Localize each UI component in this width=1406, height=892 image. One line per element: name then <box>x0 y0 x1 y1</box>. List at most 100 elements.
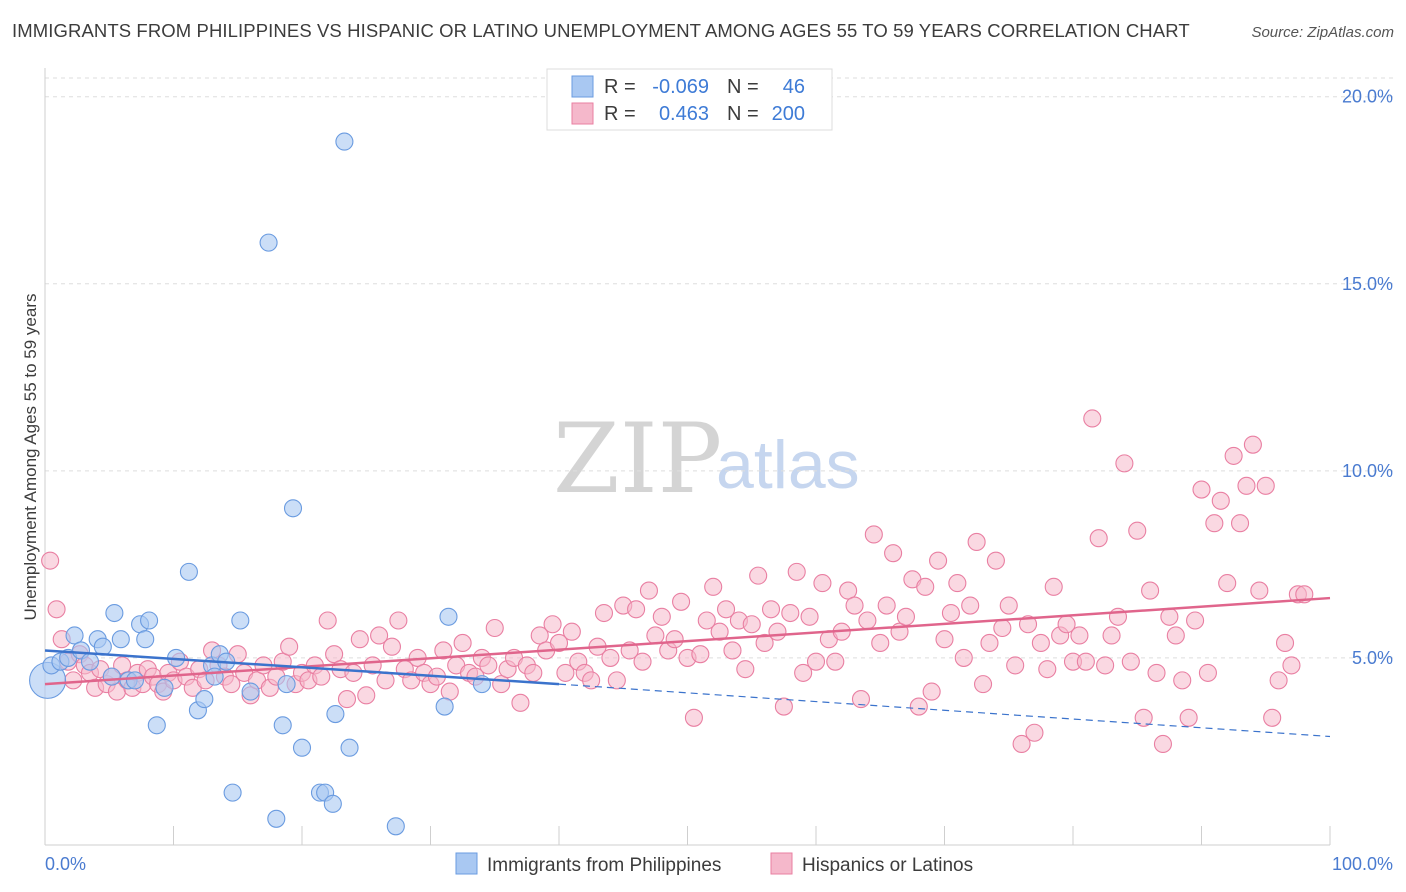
hispanics-point <box>845 596 864 615</box>
hispanics-point <box>1121 652 1140 671</box>
hispanics-point <box>761 600 781 619</box>
hispanics-point <box>524 663 543 682</box>
hispanics-point <box>884 544 903 563</box>
hispanics-point <box>1237 476 1256 495</box>
hispanics-point <box>691 645 710 664</box>
hispanics-point <box>1269 671 1288 690</box>
x-tick-label-max: 100.0% <box>1332 854 1393 874</box>
bottom-legend-label-hispanics: Hispanics or Latinos <box>802 855 973 876</box>
hispanics-point <box>646 626 665 645</box>
hispanics-point <box>1256 476 1275 495</box>
hispanics-point <box>222 675 241 694</box>
philippines-point <box>267 809 286 828</box>
legend-r-label-2: R = <box>604 103 636 125</box>
hispanics-point <box>350 630 369 649</box>
hispanics-point <box>1128 521 1147 540</box>
hispanics-point <box>530 626 549 645</box>
legend-n-value-1: 46 <box>783 76 805 98</box>
hispanics-point <box>858 611 877 630</box>
y-tick-labels: 5.0% 10.0% 15.0% 20.0% <box>1342 87 1393 668</box>
y-tick-label: 20.0% <box>1342 87 1393 107</box>
philippines-point <box>136 630 155 649</box>
philippines-point <box>155 678 174 697</box>
legend-n-label-2: N = <box>727 103 759 125</box>
hispanics-point <box>1076 652 1095 671</box>
hispanics-point <box>948 574 967 593</box>
philippines-point <box>125 671 144 690</box>
philippines-point <box>335 132 354 151</box>
legend-box: R = -0.069 N = 46 R = 0.463 N = 200 <box>546 68 833 131</box>
hispanics-point <box>922 682 941 701</box>
hispanics-point <box>479 656 498 675</box>
hispanics-point <box>1096 656 1115 675</box>
hispanics-point <box>1192 480 1211 499</box>
hispanics-point <box>1275 633 1295 653</box>
hispanics-point <box>41 551 60 570</box>
hispanics-point <box>485 618 504 638</box>
x-tick-marks <box>44 826 1331 845</box>
hispanics-point <box>704 577 723 596</box>
hispanics-point <box>440 682 459 701</box>
philippines-trend-line <box>44 649 560 686</box>
hispanics-point <box>627 600 646 619</box>
hispanics-point <box>1205 514 1224 533</box>
trend-lines <box>44 596 1331 738</box>
hispanics-point <box>768 622 787 641</box>
hispanics-point <box>877 596 896 615</box>
legend-n-value-2: 200 <box>772 103 805 125</box>
y-tick-label: 10.0% <box>1342 461 1393 481</box>
bottom-legend-swatch-philippines <box>455 852 478 875</box>
hispanics-point <box>1263 708 1282 727</box>
philippines-trend-extension <box>558 683 1331 738</box>
philippines-point <box>439 607 458 626</box>
philippines-point <box>140 611 159 630</box>
bottom-legend: Immigrants from Philippines Hispanics or… <box>455 852 973 876</box>
hispanics-point <box>633 652 652 671</box>
hispanics-point <box>562 622 581 641</box>
hispanics-point <box>999 596 1018 615</box>
philippines-point <box>386 817 405 836</box>
hispanics-point <box>941 603 960 623</box>
y-tick-label: 5.0% <box>1352 648 1393 668</box>
hispanics-point <box>1025 723 1044 742</box>
hispanics-point <box>1102 626 1121 645</box>
philippines-point <box>435 697 454 716</box>
hispanics-point <box>954 648 973 667</box>
philippines-point <box>80 652 100 671</box>
hispanics-point <box>813 574 832 593</box>
hispanics-point <box>1012 734 1031 754</box>
hispanics-point <box>453 633 472 653</box>
hispanics-point <box>851 690 871 709</box>
hispanics-point <box>710 622 729 641</box>
y-tick-label: 15.0% <box>1342 274 1393 294</box>
hispanics-point <box>543 615 562 634</box>
hispanics-point <box>736 660 755 679</box>
hispanics-point <box>1153 734 1172 754</box>
hispanics-point <box>1250 581 1269 600</box>
hispanics-point <box>1147 663 1166 682</box>
hispanics-point <box>1018 615 1038 634</box>
hispanics-point <box>787 562 806 581</box>
philippines-point <box>323 794 342 813</box>
hispanics-point <box>344 663 363 682</box>
hispanics-point <box>929 551 948 570</box>
legend-r-value-1: -0.069 <box>652 76 709 98</box>
watermark: ZIP atlas <box>553 403 860 515</box>
hispanics-point <box>1083 409 1102 428</box>
hispanics-point <box>607 671 626 690</box>
hispanics-point <box>672 592 691 611</box>
hispanics-point <box>781 603 800 623</box>
philippines-point <box>195 690 214 709</box>
philippines-point <box>273 716 292 735</box>
hispanics-point <box>47 600 66 619</box>
hispanics-point <box>1224 446 1243 465</box>
hispanics-point <box>389 611 408 630</box>
hispanics-point <box>549 633 569 653</box>
hispanics-point <box>1166 626 1185 645</box>
philippines-point <box>111 630 130 649</box>
hispanics-point <box>601 648 620 667</box>
watermark-atlas: atlas <box>716 427 860 503</box>
hispanics-point <box>594 603 614 623</box>
hispanics-point <box>800 607 819 626</box>
hispanics-point <box>749 566 768 585</box>
